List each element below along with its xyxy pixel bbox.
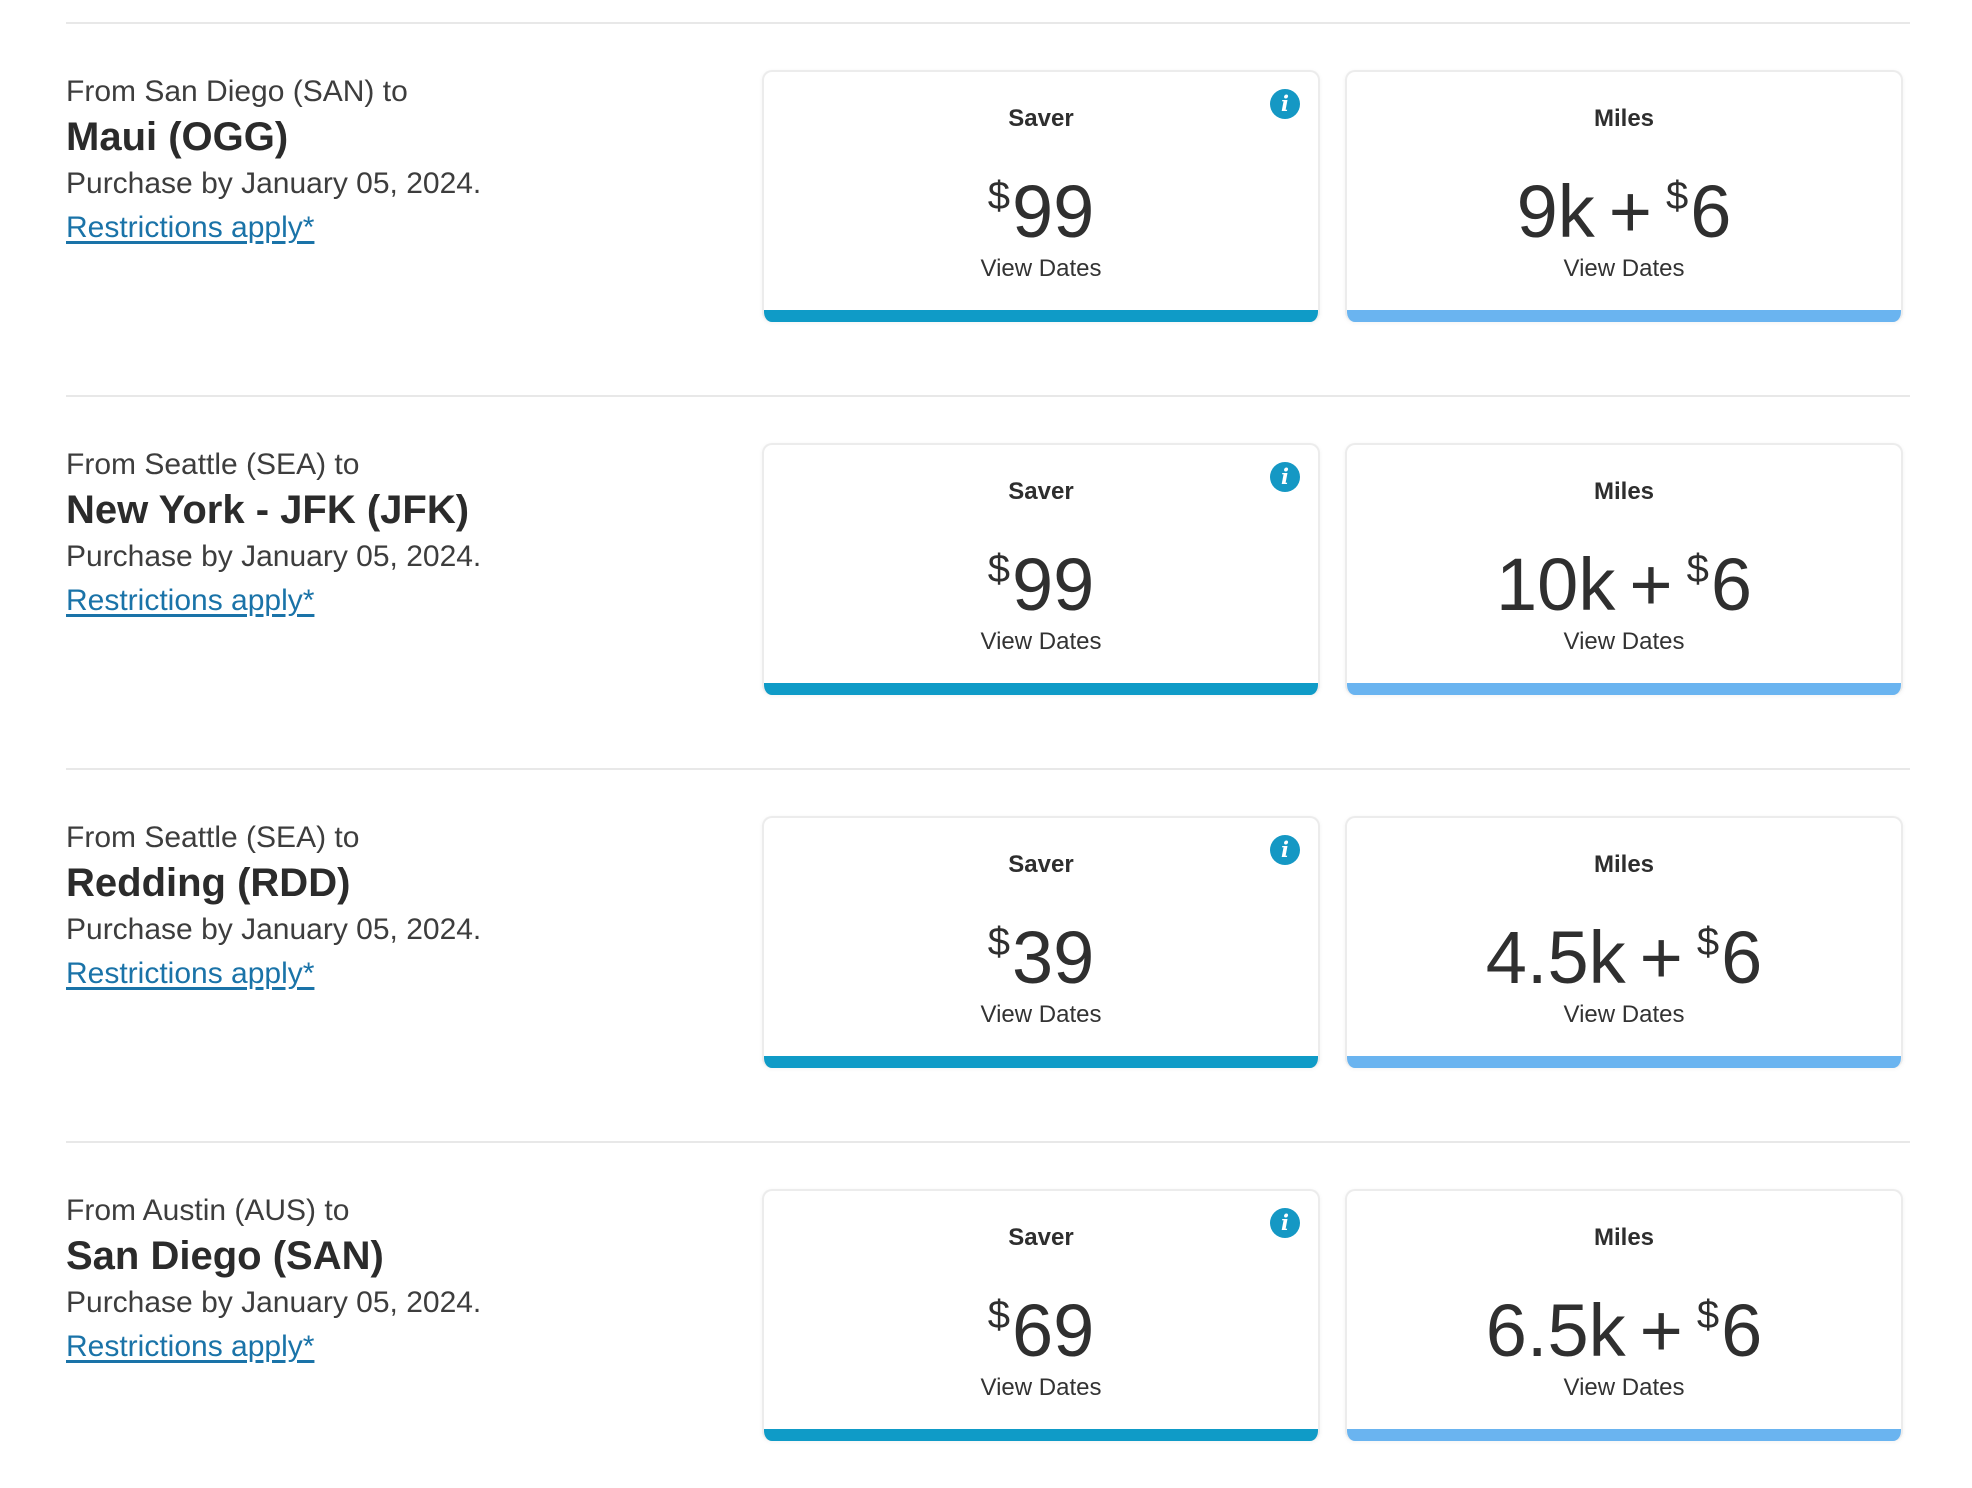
row-divider: [66, 22, 1910, 24]
fare-type-label: Miles: [1593, 1224, 1655, 1251]
miles-price: 9k + $6: [1347, 154, 1901, 254]
fare-type-label: Miles: [1593, 478, 1655, 505]
view-dates-link[interactable]: View Dates: [1563, 1001, 1685, 1028]
card-accent-bar: [1347, 1429, 1901, 1441]
fare-type-label: Saver: [1008, 851, 1074, 878]
row-divider: [66, 1141, 1910, 1143]
purchase-deadline: Purchase by January 05, 2024.: [66, 913, 482, 946]
info-icon[interactable]: i: [1270, 1208, 1300, 1238]
origin-text: From San Diego (SAN) to: [66, 75, 408, 108]
currency-symbol: $: [987, 1293, 1010, 1337]
price-amount: 99: [1011, 170, 1095, 253]
currency-symbol: $: [1696, 1293, 1720, 1337]
destination-title: San Diego (SAN): [66, 1234, 384, 1278]
card-accent-bar: [764, 310, 1318, 322]
fare-price: $99: [764, 527, 1318, 627]
card-accent-bar: [1347, 1056, 1901, 1068]
origin-text: From Austin (AUS) to: [66, 1194, 350, 1227]
miles-fare-card[interactable]: Miles 4.5k + $6 View Dates: [1345, 816, 1903, 1068]
miles-fare-card[interactable]: Miles 9k + $6 View Dates: [1345, 70, 1903, 322]
price-amount: 39: [1011, 916, 1095, 999]
purchase-deadline: Purchase by January 05, 2024.: [66, 167, 482, 200]
route-info: From Austin (AUS) to San Diego (SAN) Pur…: [66, 1189, 706, 1367]
currency-symbol: $: [1696, 920, 1720, 964]
origin-text: From Seattle (SEA) to: [66, 821, 360, 854]
miles-price: 4.5k + $6: [1347, 900, 1901, 1000]
view-dates-link[interactable]: View Dates: [1563, 1374, 1685, 1401]
card-accent-bar: [1347, 683, 1901, 695]
route-info: From Seattle (SEA) to Redding (RDD) Purc…: [66, 816, 706, 994]
fare-price: $69: [764, 1273, 1318, 1373]
fare-price: $99: [764, 154, 1318, 254]
fare-offer-row: From San Diego (SAN) to Maui (OGG) Purch…: [0, 70, 1972, 332]
fare-type-label: Saver: [1008, 1224, 1074, 1251]
info-icon[interactable]: i: [1270, 835, 1300, 865]
fare-offer-row: From Seattle (SEA) to Redding (RDD) Purc…: [0, 816, 1972, 1078]
currency-symbol: $: [987, 920, 1010, 964]
restrictions-link[interactable]: Restrictions apply*: [66, 957, 315, 990]
miles-price: 10k + $6: [1347, 527, 1901, 627]
restrictions-link[interactable]: Restrictions apply*: [66, 584, 315, 617]
view-dates-link[interactable]: View Dates: [980, 1001, 1102, 1028]
fare-type-label: Miles: [1593, 851, 1655, 878]
origin-text: From Seattle (SEA) to: [66, 448, 360, 481]
miles-amount: 4.5k: [1485, 916, 1626, 999]
fare-price: $39: [764, 900, 1318, 1000]
view-dates-link[interactable]: View Dates: [1563, 255, 1685, 282]
plus-sign: +: [1629, 543, 1673, 626]
row-divider: [66, 768, 1910, 770]
fare-offer-row: From Seattle (SEA) to New York - JFK (JF…: [0, 443, 1972, 705]
price-amount: 6: [1710, 543, 1752, 626]
fare-type-label: Saver: [1008, 478, 1074, 505]
view-dates-link[interactable]: View Dates: [980, 628, 1102, 655]
plus-sign: +: [1639, 1289, 1683, 1372]
price-amount: 6: [1721, 1289, 1763, 1372]
destination-title: New York - JFK (JFK): [66, 488, 470, 532]
row-divider: [66, 395, 1910, 397]
price-amount: 69: [1011, 1289, 1095, 1372]
price-amount: 6: [1721, 916, 1763, 999]
price-amount: 6: [1690, 170, 1732, 253]
view-dates-link[interactable]: View Dates: [980, 255, 1102, 282]
destination-title: Redding (RDD): [66, 861, 351, 905]
route-info: From Seattle (SEA) to New York - JFK (JF…: [66, 443, 706, 621]
fare-offer-row: From Austin (AUS) to San Diego (SAN) Pur…: [0, 1189, 1972, 1451]
route-info: From San Diego (SAN) to Maui (OGG) Purch…: [66, 70, 706, 248]
price-amount: 99: [1011, 543, 1095, 626]
miles-amount: 10k: [1496, 543, 1616, 626]
destination-title: Maui (OGG): [66, 115, 289, 159]
restrictions-link[interactable]: Restrictions apply*: [66, 1330, 315, 1363]
miles-amount: 6.5k: [1485, 1289, 1626, 1372]
saver-fare-card[interactable]: i Saver $39 View Dates: [762, 816, 1320, 1068]
card-accent-bar: [1347, 310, 1901, 322]
plus-sign: +: [1639, 916, 1683, 999]
view-dates-link[interactable]: View Dates: [1563, 628, 1685, 655]
plus-sign: +: [1608, 170, 1652, 253]
card-accent-bar: [764, 683, 1318, 695]
currency-symbol: $: [1686, 547, 1709, 591]
fare-type-label: Saver: [1008, 105, 1074, 132]
restrictions-link[interactable]: Restrictions apply*: [66, 211, 315, 244]
miles-fare-card[interactable]: Miles 6.5k + $6 View Dates: [1345, 1189, 1903, 1441]
purchase-deadline: Purchase by January 05, 2024.: [66, 540, 482, 573]
saver-fare-card[interactable]: i Saver $99 View Dates: [762, 443, 1320, 695]
fare-type-label: Miles: [1593, 105, 1655, 132]
info-icon[interactable]: i: [1270, 462, 1300, 492]
info-icon[interactable]: i: [1270, 89, 1300, 119]
view-dates-link[interactable]: View Dates: [980, 1374, 1102, 1401]
saver-fare-card[interactable]: i Saver $99 View Dates: [762, 70, 1320, 322]
card-accent-bar: [764, 1056, 1318, 1068]
purchase-deadline: Purchase by January 05, 2024.: [66, 1286, 482, 1319]
currency-symbol: $: [987, 174, 1010, 218]
currency-symbol: $: [987, 547, 1010, 591]
miles-price: 6.5k + $6: [1347, 1273, 1901, 1373]
currency-symbol: $: [1665, 174, 1689, 218]
miles-fare-card[interactable]: Miles 10k + $6 View Dates: [1345, 443, 1903, 695]
card-accent-bar: [764, 1429, 1318, 1441]
miles-amount: 9k: [1516, 170, 1595, 253]
saver-fare-card[interactable]: i Saver $69 View Dates: [762, 1189, 1320, 1441]
